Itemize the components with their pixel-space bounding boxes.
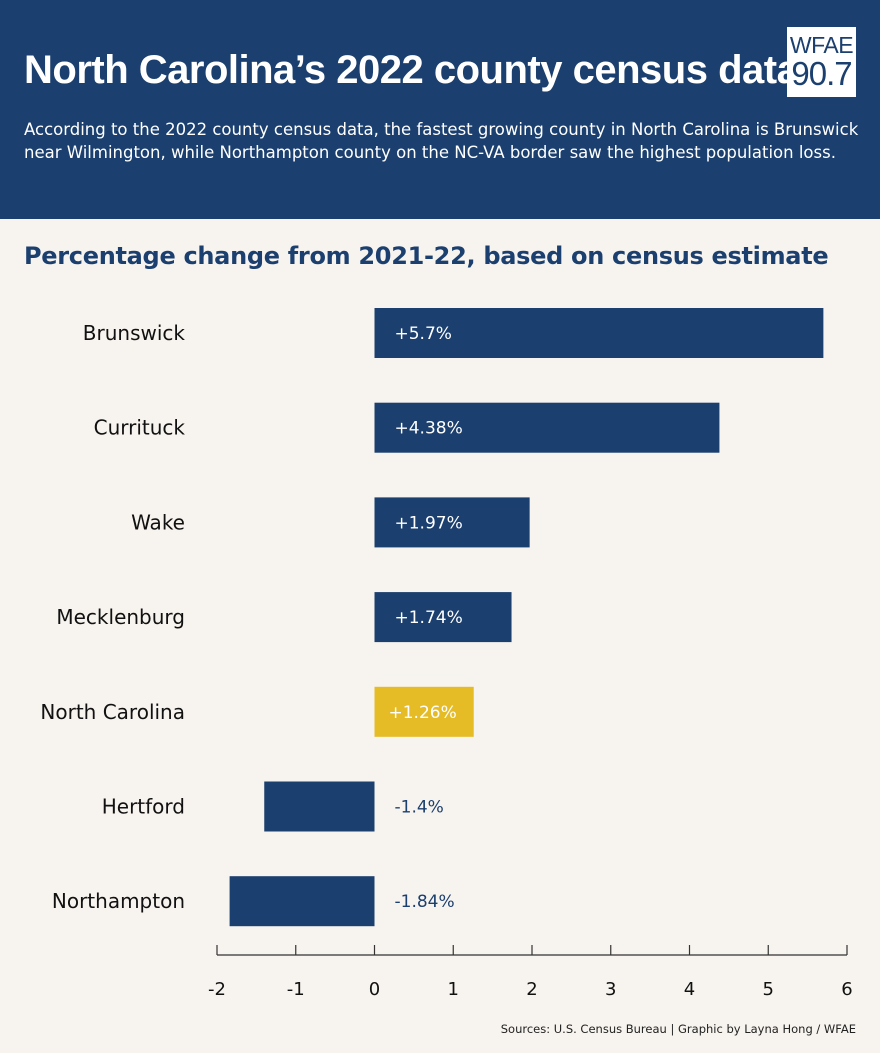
x-tick-label: 3: [605, 979, 616, 1000]
bar-mecklenburg: [374, 592, 512, 643]
data-label: +5.7%: [395, 324, 452, 344]
bar-currituck: [374, 402, 720, 453]
bar-wake: [374, 497, 530, 548]
category-label: Wake: [131, 510, 185, 534]
logo-top-text: WFAE: [789, 32, 854, 58]
category-label: North Carolina: [40, 700, 185, 724]
chart-title: Percentage change from 2021-22, based on…: [24, 242, 829, 270]
header-banner: North Carolina’s 2022 county census data…: [0, 0, 880, 219]
wfae-logo: WFAE 90.7: [787, 27, 856, 97]
category-label: Hertford: [102, 795, 185, 819]
x-tick-label: -2: [208, 979, 226, 1000]
logo-bottom-text: 90.7: [791, 55, 852, 92]
data-label: -1.84%: [395, 892, 455, 912]
bar-brunswick: [374, 308, 824, 358]
bar-northampton: [229, 876, 375, 927]
x-tick-label: 1: [448, 979, 459, 1000]
x-tick-label: 4: [684, 979, 695, 1000]
x-tick-label: -1: [287, 979, 305, 1000]
data-label: +1.26%: [389, 703, 457, 723]
source-credit: Sources: U.S. Census Bureau | Graphic by…: [500, 1022, 856, 1036]
category-label: Northampton: [52, 889, 185, 913]
page-title: North Carolina’s 2022 county census data: [24, 48, 799, 92]
category-label: Mecklenburg: [56, 605, 185, 629]
category-label: Currituck: [94, 416, 186, 440]
x-tick-label: 5: [763, 979, 774, 1000]
x-tick-label: 2: [526, 979, 537, 1000]
category-label: Brunswick: [83, 321, 186, 345]
bar-north-carolina: [374, 686, 474, 737]
x-tick-label: 0: [369, 979, 380, 1000]
page-subtitle: According to the 2022 county census data…: [24, 120, 859, 162]
data-label: +4.38%: [395, 419, 463, 439]
data-label: +1.74%: [395, 608, 463, 628]
data-label: +1.97%: [395, 513, 463, 533]
data-label: -1.4%: [395, 798, 444, 818]
x-tick-label: 6: [841, 979, 852, 1000]
bar-hertford: [264, 781, 375, 832]
